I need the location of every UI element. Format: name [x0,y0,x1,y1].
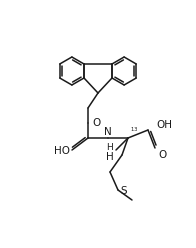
Text: H: H [107,143,113,152]
Text: $^{13}$: $^{13}$ [130,127,139,136]
Text: OH: OH [156,120,172,130]
Text: N: N [104,127,112,137]
Text: HO: HO [54,146,70,156]
Text: O: O [92,118,100,128]
Text: H: H [106,152,114,162]
Text: S: S [120,186,127,196]
Text: O: O [158,150,166,160]
